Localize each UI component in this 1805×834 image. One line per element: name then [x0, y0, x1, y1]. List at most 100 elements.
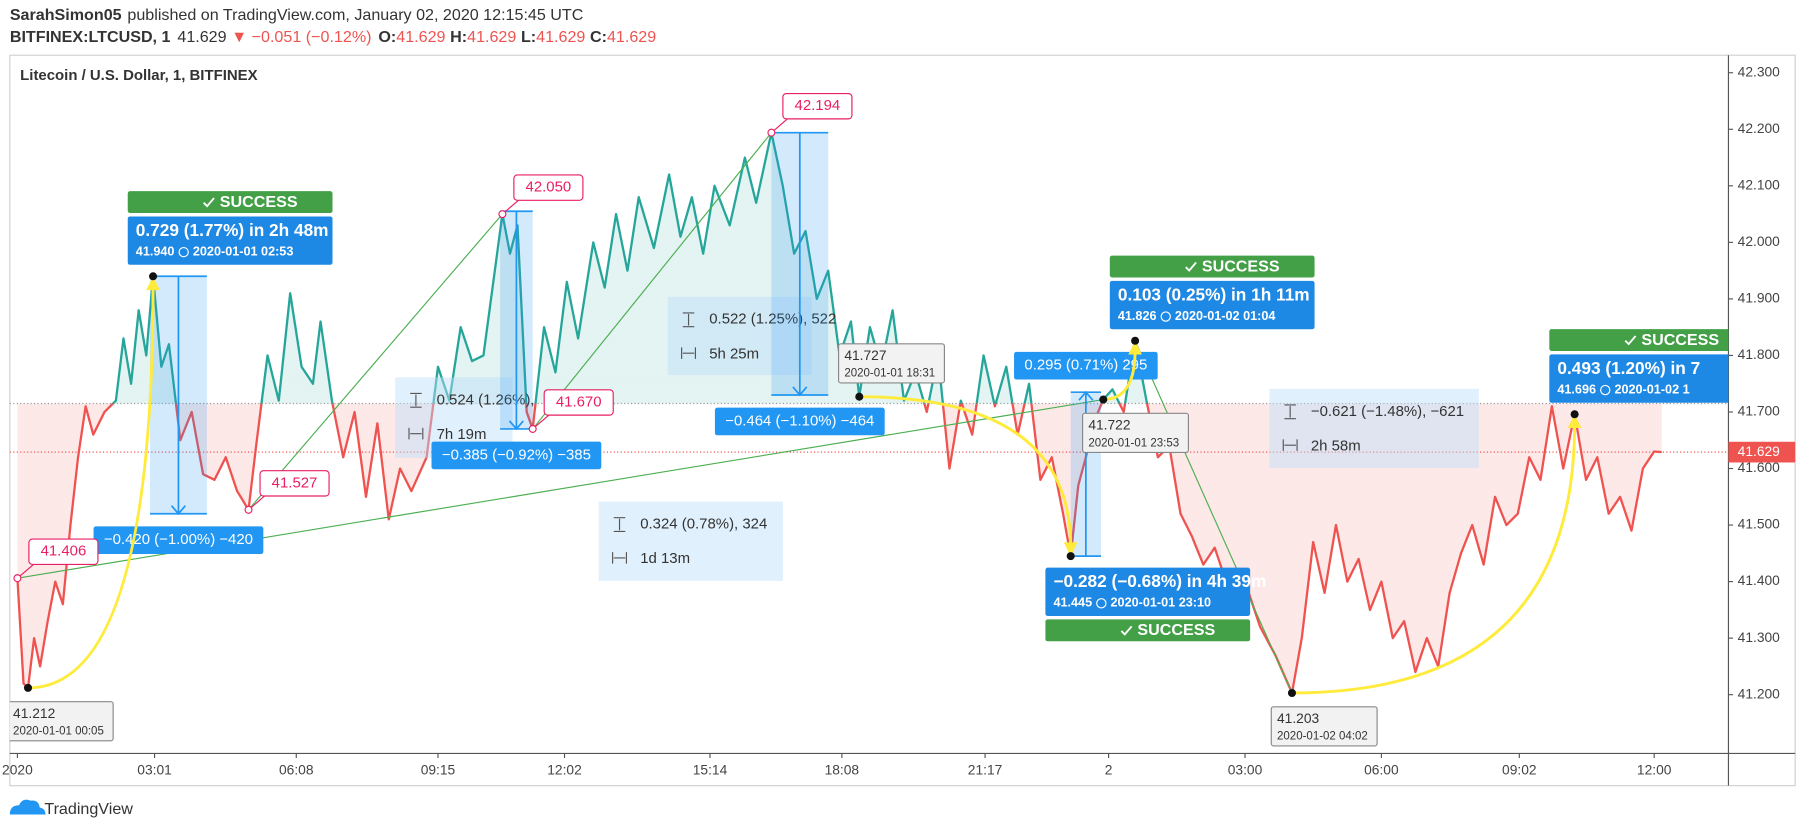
- forecast-text: 0.729 (1.77%) in 2h 48m: [136, 220, 329, 240]
- forecast-time: 2020-01-02 1: [1614, 382, 1689, 396]
- point-label-value: 41.212: [13, 706, 55, 721]
- price-label: 41.406: [41, 543, 87, 560]
- measure-box: [667, 296, 812, 376]
- y-tick-label: 41.800: [1738, 347, 1781, 362]
- ohlc-label: H:: [450, 28, 467, 46]
- forecast-time: 2020-01-01 02:53: [193, 244, 294, 258]
- forecast-box: [1549, 354, 1729, 403]
- trend-line: [532, 132, 772, 430]
- point-label-time: 2020-01-01 18:31: [844, 368, 935, 380]
- ohlc-label: L:: [521, 28, 536, 46]
- forecast-curve: [28, 285, 155, 690]
- price-range-icon: [613, 517, 626, 533]
- measure-price: 0.324 (0.78%), 324: [640, 516, 767, 533]
- price-label-point: [528, 424, 537, 433]
- range-label: −0.420 (−1.00%) −420: [104, 531, 253, 548]
- price-label-box: [543, 389, 614, 416]
- check-icon: [1185, 261, 1197, 272]
- point-label-dot: [1099, 395, 1108, 404]
- status-label: SUCCESS: [1641, 331, 1719, 349]
- price-label-point: [13, 574, 22, 583]
- range-label-box: [1014, 351, 1158, 380]
- user: SarahSimon05: [10, 6, 122, 24]
- measure-price: −0.621 (−1.48%), −621: [1311, 403, 1464, 420]
- last-price: 41.629: [177, 28, 226, 46]
- ohlc-value: 41.629: [467, 28, 516, 46]
- axes-layer: 41.200 41.300 41.400 41.500 41.600 41.700 41.8…: [2, 64, 1796, 777]
- forecast-arrowhead: [1063, 542, 1078, 557]
- ohlc-value: 41.629: [536, 28, 585, 46]
- price-range-icon: [682, 312, 695, 328]
- forecast-arrowhead: [1567, 414, 1582, 429]
- price-label-point: [498, 210, 507, 219]
- point-label-value: 41.203: [1277, 711, 1320, 726]
- price-line: [16, 131, 1662, 695]
- y-tick-label: 42.300: [1738, 64, 1781, 79]
- baseline-area: [17, 132, 1662, 693]
- range-label: −0.385 (−0.92%) −385: [442, 446, 591, 463]
- trend-line: [248, 213, 503, 511]
- forecast-price: 41.445: [1053, 596, 1092, 610]
- y-tick-label: 41.300: [1738, 630, 1781, 645]
- check-icon: [1624, 335, 1637, 346]
- status-label: SUCCESS: [1202, 257, 1280, 275]
- point-label-dot: [1287, 688, 1297, 698]
- date-range-icon: [612, 552, 627, 564]
- forecast-time: 2020-01-02 01:04: [1175, 309, 1276, 323]
- forecast-text: 0.103 (0.25%) in 1h 11m: [1118, 284, 1310, 304]
- forecast-arrowhead: [1128, 340, 1143, 355]
- check-icon: [203, 197, 215, 208]
- price-label: 42.050: [526, 179, 572, 196]
- x-tick-label: 21:17: [968, 762, 1003, 777]
- price-label-box: [782, 92, 853, 120]
- range-arrow: [508, 211, 524, 431]
- point-label-value: 41.727: [844, 348, 886, 363]
- price-label: 41.670: [556, 393, 602, 410]
- series-layer: [9, 131, 1729, 695]
- y-tick-label: 41.200: [1738, 686, 1781, 701]
- forecast-price: 41.826: [1118, 309, 1157, 323]
- point-label-dot: [23, 683, 33, 692]
- last-price-tag-label: 41.629: [1738, 444, 1781, 459]
- clock-icon: [1600, 384, 1611, 396]
- forecast-price: 41.940: [136, 244, 175, 258]
- measure-price: 0.524 (1.26%),: [437, 391, 535, 408]
- status-banner: [1549, 329, 1729, 351]
- last-price-tag: [1728, 441, 1796, 463]
- check-icon: [1120, 625, 1133, 636]
- forecast-time: 2020-01-01 23:10: [1111, 596, 1212, 610]
- trend-line: [1134, 340, 1293, 694]
- y-tick-label: 41.500: [1738, 517, 1781, 532]
- y-tick-label: 42.000: [1738, 234, 1781, 249]
- x-tick-label: 15:14: [693, 762, 728, 777]
- x-tick-label: 06:00: [1364, 762, 1399, 777]
- logo-icon: [9, 799, 46, 815]
- x-tick-label: 12:00: [1637, 762, 1672, 777]
- price-label: 42.194: [795, 97, 841, 114]
- x-tick-label: 12:02: [547, 762, 582, 777]
- forecast-target: [1131, 336, 1140, 345]
- y-tick-label: 42.200: [1738, 121, 1781, 136]
- measure-box: [1269, 388, 1479, 469]
- y-tick-label: 42.100: [1738, 177, 1781, 192]
- x-tick-label: 2020: [2, 762, 33, 777]
- x-tick-label: 03:01: [137, 762, 172, 777]
- y-tick-label: 41.700: [1738, 404, 1781, 419]
- clock-icon: [1096, 598, 1107, 609]
- measure-box: [598, 501, 783, 581]
- measure-time: 2h 58m: [1311, 437, 1361, 454]
- forecast-arrowhead: [146, 276, 160, 291]
- range-label-box: [431, 441, 602, 470]
- range-label: −0.464 (−1.10%) −464: [725, 412, 874, 429]
- date-range-icon: [408, 427, 424, 440]
- forecast-target: [1066, 552, 1075, 561]
- measure-time: 7h 19m: [437, 426, 487, 443]
- forecast-target: [149, 272, 158, 281]
- forecast-text: −0.282 (−0.68%) in 4h 39m: [1053, 571, 1266, 591]
- price-range-icon: [410, 392, 422, 408]
- measure-time: 1d 13m: [640, 550, 690, 567]
- range-label: 0.295 (0.71%) 295: [1024, 357, 1147, 374]
- status-label: SUCCESS: [1137, 621, 1215, 639]
- symbol: BITFINEX:LTCUSD, 1: [10, 28, 171, 46]
